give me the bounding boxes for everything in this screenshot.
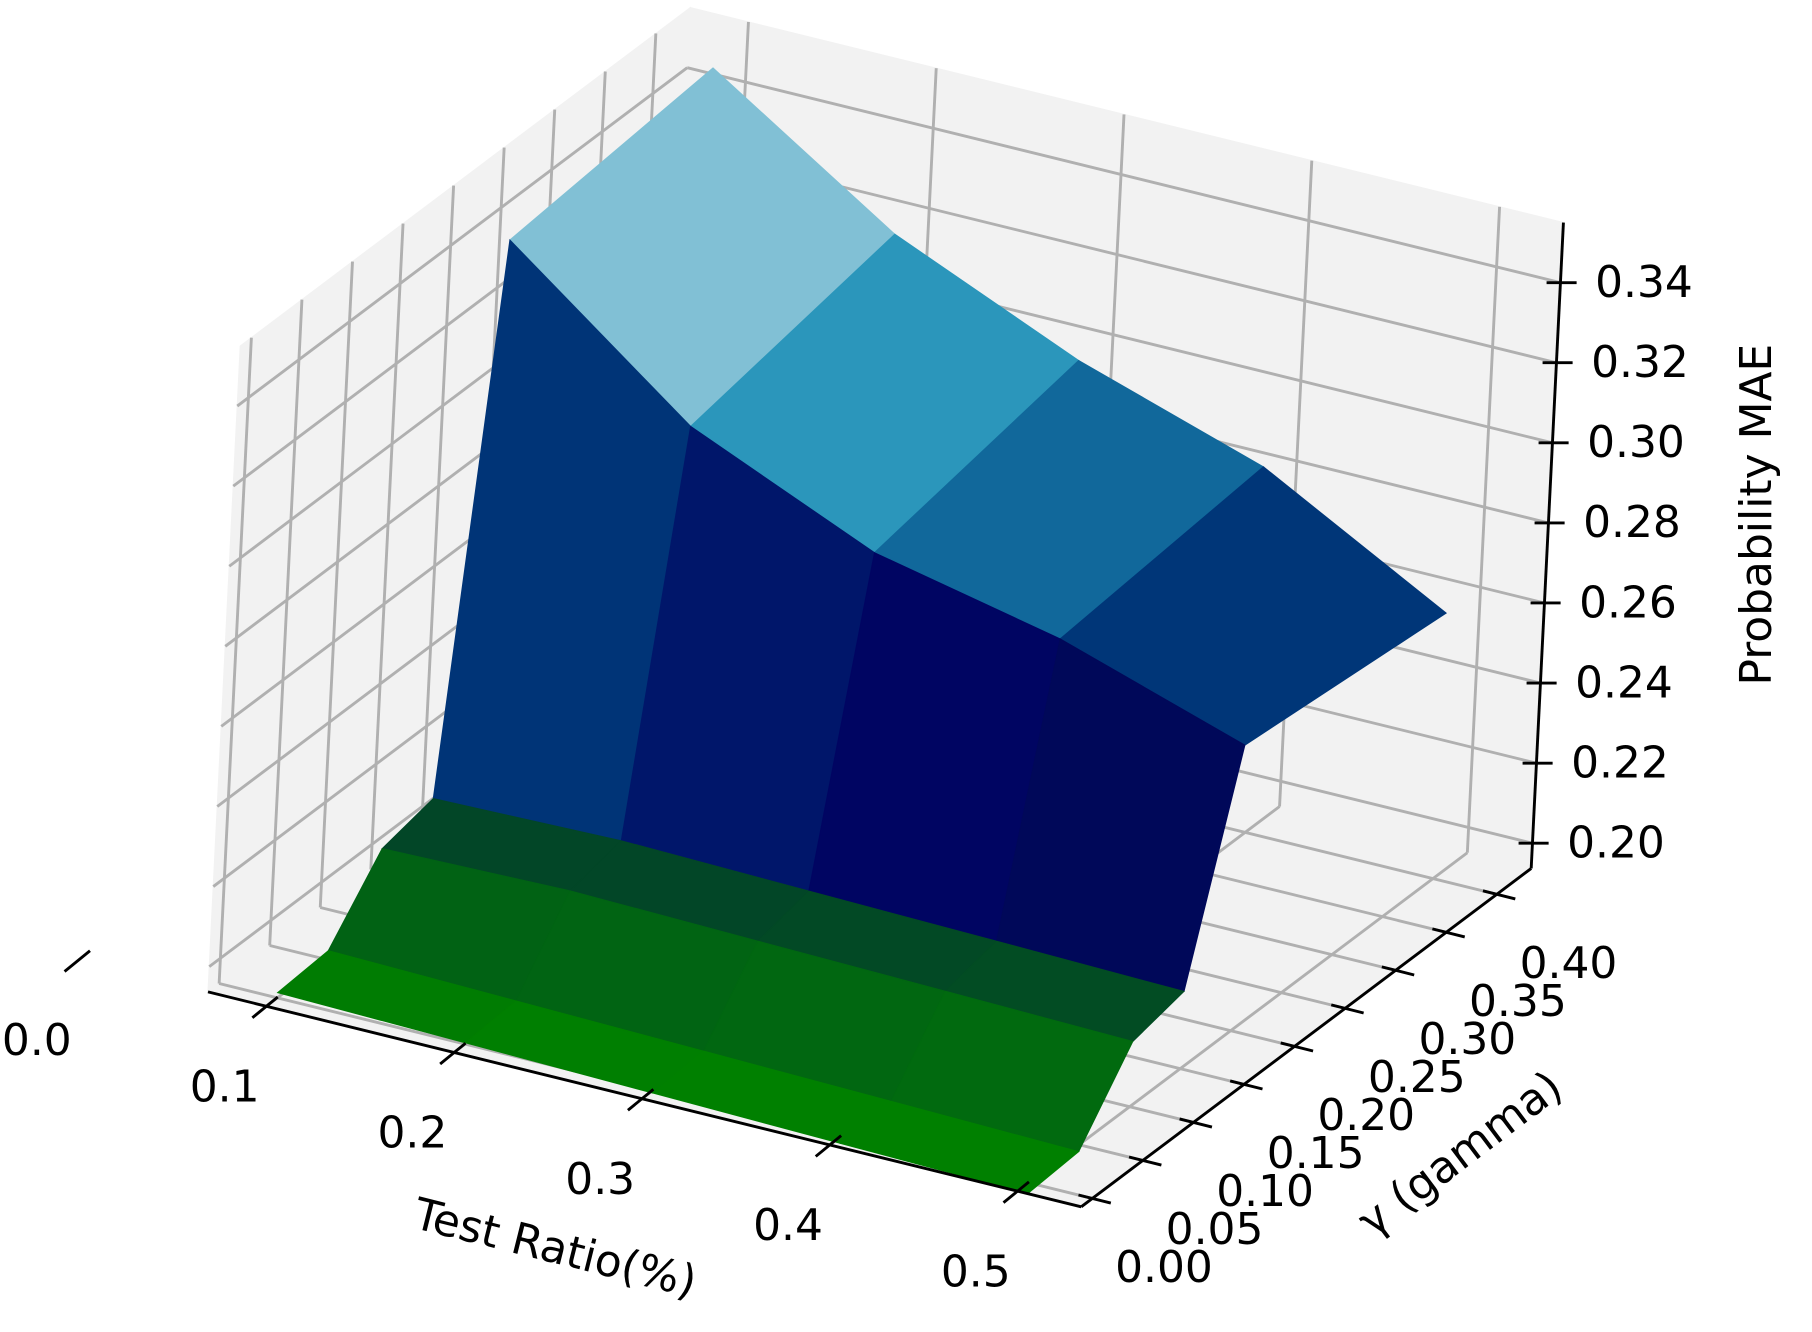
- x-tick-label: 0.5: [941, 1246, 1011, 1297]
- grid-line: [217, 337, 253, 984]
- y-axis-line: [1080, 867, 1533, 1208]
- z-axis-line: [1529, 222, 1565, 869]
- axes: 0.00.10.20.30.40.5 0.000.050.100.150.200.…: [2, 222, 1693, 1297]
- surface: [276, 67, 1448, 1195]
- y-tick: [1432, 927, 1466, 939]
- grid-line: [268, 299, 304, 946]
- x-tick-label: 0.1: [190, 1061, 260, 1112]
- x-tick: [627, 1088, 655, 1112]
- grid-line: [236, 66, 689, 408]
- y-tick-label: 0.25: [1368, 1052, 1466, 1103]
- y-tick: [1229, 1079, 1263, 1091]
- y-tick: [1128, 1155, 1162, 1167]
- x-tick-label: 0.3: [565, 1154, 635, 1205]
- grid-line: [369, 223, 405, 870]
- y-tick: [1330, 1003, 1364, 1015]
- x-tick-label: 0.4: [753, 1200, 823, 1251]
- grid-line: [686, 66, 1561, 285]
- z-tick-label: 0.28: [1583, 497, 1681, 548]
- z-tick-label: 0.20: [1567, 818, 1665, 869]
- x-tick-label: 0.0: [2, 1015, 72, 1066]
- grid-line: [419, 185, 456, 832]
- x-tick-label: 0.2: [377, 1108, 447, 1159]
- y-tick: [1381, 965, 1415, 977]
- z-tick-label: 0.22: [1571, 737, 1669, 788]
- x-tick: [63, 949, 91, 973]
- z-tick-label: 0.26: [1579, 577, 1677, 628]
- grid-line: [1465, 206, 1502, 853]
- y-tick: [1482, 889, 1516, 901]
- y-tick: [1280, 1041, 1314, 1053]
- x-axis-line: [207, 990, 1082, 1209]
- y-tick-label: 0.35: [1469, 976, 1567, 1027]
- y-tick-label: 0.05: [1166, 1204, 1264, 1255]
- x-tick: [251, 995, 279, 1019]
- x-tick: [1002, 1180, 1030, 1204]
- z-tick-label: 0.32: [1591, 337, 1689, 388]
- y-tick-label: 0.10: [1216, 1166, 1314, 1217]
- y-tick: [1078, 1193, 1112, 1205]
- z-axis-label: Probability MAE: [1731, 344, 1782, 686]
- z-tick-label: 0.24: [1575, 657, 1673, 708]
- x-axis-label: Test Ratio(%): [408, 1188, 702, 1308]
- x-tick: [439, 1042, 467, 1066]
- y-tick-label: 0.00: [1115, 1242, 1213, 1293]
- y-tick-label: 0.40: [1520, 938, 1618, 989]
- y-tick-label: 0.15: [1267, 1128, 1365, 1179]
- y-tick-label: 0.20: [1317, 1090, 1415, 1141]
- z-tick-label: 0.30: [1587, 417, 1685, 468]
- grid-line: [1016, 851, 1469, 1193]
- x-tick: [814, 1134, 843, 1158]
- y-tick: [1179, 1117, 1213, 1129]
- grid-line: [318, 261, 354, 908]
- surface-face: [839, 1100, 1080, 1195]
- y-tick-label: 0.30: [1418, 1014, 1516, 1065]
- z-tick-label: 0.34: [1595, 257, 1693, 308]
